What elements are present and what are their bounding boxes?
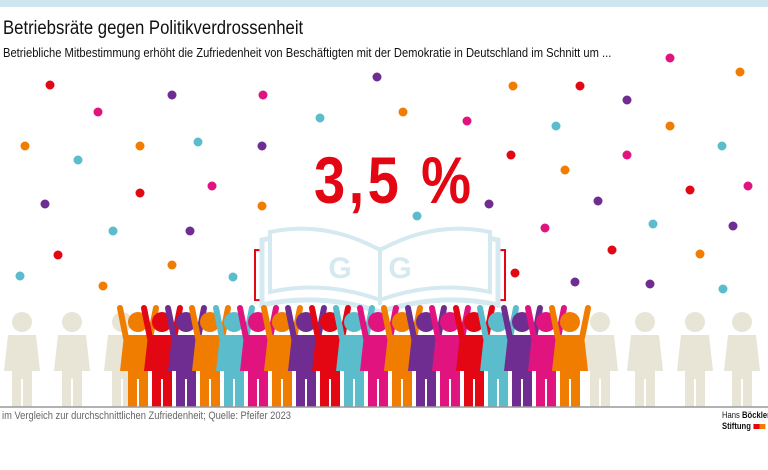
confetti-dot — [45, 80, 55, 90]
confetti-dot — [735, 67, 745, 77]
person-figure — [627, 312, 663, 407]
confetti-dot — [665, 53, 675, 63]
confetti-dot — [728, 221, 738, 231]
person-figure — [724, 312, 760, 407]
confetti-dot — [622, 150, 632, 160]
book-icon: G G — [254, 226, 506, 315]
confetti-dot — [575, 81, 585, 91]
confetti-dot — [93, 107, 103, 117]
confetti-dot — [540, 223, 550, 233]
top-bar — [0, 0, 768, 7]
confetti-dot — [15, 271, 25, 281]
confetti-dot — [484, 199, 494, 209]
person-figure — [582, 312, 618, 407]
confetti-dot — [257, 141, 267, 151]
confetti-dot — [167, 260, 177, 270]
person-figure — [54, 312, 90, 407]
confetti-dot — [167, 90, 177, 100]
confetti-dot — [717, 141, 727, 151]
confetti-dot — [743, 181, 753, 191]
confetti-dot — [108, 226, 118, 236]
confetti-dot — [40, 199, 50, 209]
confetti-dot — [551, 121, 561, 131]
confetti-dot — [570, 277, 580, 287]
confetti-dot — [506, 150, 516, 160]
confetti-dot — [193, 137, 203, 147]
confetti-dot — [462, 116, 472, 126]
confetti-dot — [257, 201, 267, 211]
confetti-dot — [685, 185, 695, 195]
page-subtitle: Betriebliche Mitbestimmung erhöht die Zu… — [3, 45, 612, 60]
confetti-dot — [510, 268, 520, 278]
headline-value: 3,5 % — [314, 143, 475, 217]
confetti-dot — [695, 249, 705, 259]
confetti-dot — [412, 211, 422, 221]
confetti-dot — [398, 107, 408, 117]
confetti-dot — [718, 284, 728, 294]
confetti-dots — [15, 53, 753, 294]
confetti-dot — [607, 245, 617, 255]
confetti-dot — [185, 226, 195, 236]
person-figure-raised — [549, 305, 591, 407]
crowd — [4, 305, 760, 407]
confetti-dot — [135, 188, 145, 198]
person-figure — [677, 312, 713, 407]
confetti-dot — [315, 113, 325, 123]
confetti-dot — [560, 165, 570, 175]
confetti-dot — [508, 81, 518, 91]
confetti-dot — [53, 250, 63, 260]
confetti-dot — [665, 121, 675, 131]
page-title: Betriebsräte gegen Politikverdrossenheit — [3, 18, 304, 39]
confetti-dot — [645, 279, 655, 289]
logo: Hans Böckler Stiftung — [722, 410, 768, 431]
confetti-dot — [648, 219, 658, 229]
confetti-dot — [622, 95, 632, 105]
source-note: im Vergleich zur durchschnittlichen Zufr… — [2, 410, 291, 422]
confetti-dot — [135, 141, 145, 151]
confetti-dot — [228, 272, 238, 282]
confetti-dot — [73, 155, 83, 165]
confetti-dot — [372, 72, 382, 82]
confetti-dot — [593, 196, 603, 206]
confetti-dot — [20, 141, 30, 151]
person-figure — [4, 312, 40, 407]
book-letter: G — [328, 252, 351, 285]
confetti-dot — [207, 181, 217, 191]
book-letter: G — [388, 252, 411, 285]
confetti-dot — [258, 90, 268, 100]
confetti-dot — [98, 281, 108, 291]
